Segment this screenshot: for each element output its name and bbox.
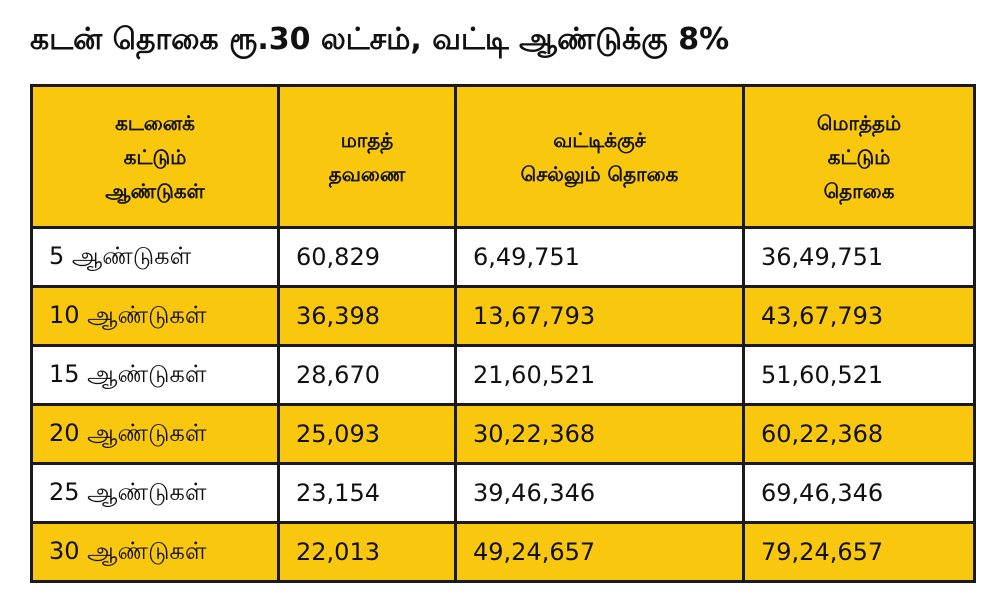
table-row: 20 ஆண்டுகள் 25,093 30,22,368 60,22,368 [30,403,976,465]
cell-emi: 22,013 [277,521,457,583]
cell-emi: 25,093 [277,403,457,465]
cell-years: 25 ஆண்டுகள் [30,462,280,524]
cell-interest: 6,49,751 [454,226,745,288]
table-row: 5 ஆண்டுகள் 60,829 6,49,751 36,49,751 [30,226,976,288]
header-total-amount: மொத்தம் கட்டும் தொகை [742,84,976,229]
cell-years: 5 ஆண்டுகள் [30,226,280,288]
cell-emi: 28,670 [277,344,457,406]
cell-interest: 13,67,793 [454,285,745,347]
cell-total: 60,22,368 [742,403,976,465]
cell-interest: 30,22,368 [454,403,745,465]
table-row: 10 ஆண்டுகள் 36,398 13,67,793 43,67,793 [30,285,976,347]
cell-emi: 36,398 [277,285,457,347]
cell-total: 51,60,521 [742,344,976,406]
cell-emi: 23,154 [277,462,457,524]
table-row: 25 ஆண்டுகள் 23,154 39,46,346 69,46,346 [30,462,976,524]
header-loan-years: கடனைக் கட்டும் ஆண்டுகள் [30,84,280,229]
cell-total: 36,49,751 [742,226,976,288]
cell-years: 15 ஆண்டுகள் [30,344,280,406]
header-interest-amount: வட்டிக்குச் செல்லும் தொகை [454,84,745,229]
cell-total: 69,46,346 [742,462,976,524]
cell-years: 10 ஆண்டுகள் [30,285,280,347]
cell-interest: 49,24,657 [454,521,745,583]
cell-years: 20 ஆண்டுகள் [30,403,280,465]
table-row: 15 ஆண்டுகள் 28,670 21,60,521 51,60,521 [30,344,976,406]
page-title: கடன் தொகை ரூ.30 லட்சம், வட்டி ஆண்டுக்கு … [30,22,730,57]
cell-interest: 39,46,346 [454,462,745,524]
cell-years: 30 ஆண்டுகள் [30,521,280,583]
table-header-row: கடனைக் கட்டும் ஆண்டுகள் மாதத் தவணை வட்டி… [30,84,976,229]
cell-total: 43,67,793 [742,285,976,347]
cell-total: 79,24,657 [742,521,976,583]
loan-emi-table: கடனைக் கட்டும் ஆண்டுகள் மாதத் தவணை வட்டி… [30,84,976,583]
cell-interest: 21,60,521 [454,344,745,406]
header-monthly-emi: மாதத் தவணை [277,84,457,229]
table-row: 30 ஆண்டுகள் 22,013 49,24,657 79,24,657 [30,521,976,583]
cell-emi: 60,829 [277,226,457,288]
